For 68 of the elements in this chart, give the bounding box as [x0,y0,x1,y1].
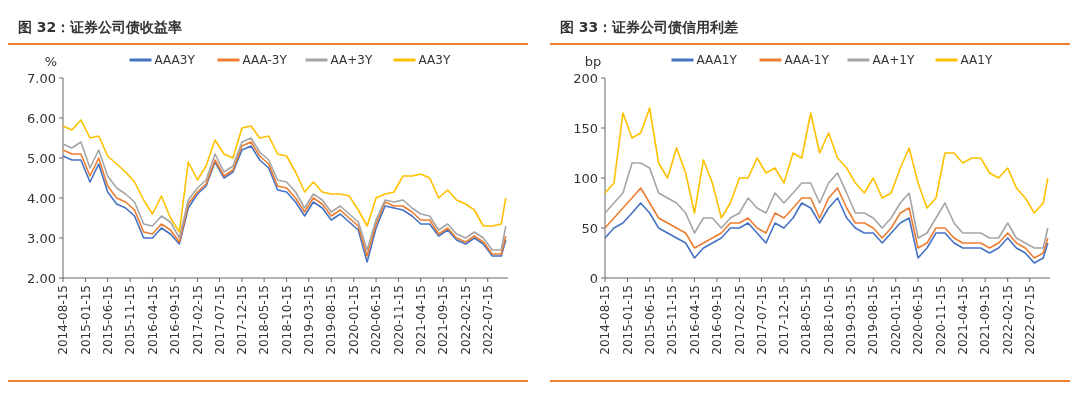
legend-label: AA+1Y [872,53,915,68]
y-axis-title: % [44,54,58,69]
x-tick-label: 2021-09-15 [436,285,451,355]
x-tick-label: 2021-04-15 [413,285,428,355]
x-tick-label: 2017-07-15 [212,285,227,355]
x-tick-label: 2015-11-15 [123,285,138,355]
y-tick-label: 7.00 [27,70,56,86]
x-tick-label: 2017-02-15 [732,285,747,355]
y-tick-label: 2.00 [27,270,56,286]
x-tick-label: 2019-08-15 [866,285,881,355]
legend-label: AAA3Y [154,53,196,68]
x-tick-label: 2020-11-15 [933,285,948,355]
x-tick-label: 2022-02-15 [1000,285,1015,355]
x-tick-label: 2022-07-15 [480,285,495,355]
y-tick-label: 5.00 [27,150,56,166]
y-axis-title: bp [584,54,602,69]
legend-label: AAA-1Y [784,53,830,68]
y-tick-label: 50 [581,220,598,236]
x-tick-label: 2019-08-15 [324,285,339,355]
legend-label: AA3Y [418,53,451,68]
x-tick-label: 2018-05-15 [799,285,814,355]
chart-title: 图 33：证券公司债信用利差 [560,19,739,35]
x-tick-label: 2019-03-15 [301,285,316,355]
x-tick-label: 2020-06-15 [911,285,926,355]
x-tick-label: 2021-09-15 [978,285,993,355]
line-series [604,107,1049,219]
x-tick-label: 2016-09-15 [168,285,183,355]
x-tick-label: 2017-02-15 [190,285,205,355]
line-series [604,162,1049,249]
x-tick-label: 2019-03-15 [843,285,858,355]
x-tick-label: 2020-06-15 [369,285,384,355]
y-tick-label: 3.00 [27,230,56,246]
x-tick-label: 2015-01-15 [620,285,635,355]
legend-label: AA+3Y [330,53,373,68]
x-tick-label: 2022-02-15 [458,285,473,355]
x-tick-label: 2016-04-15 [145,285,160,355]
x-tick-label: 2020-11-15 [391,285,406,355]
y-tick-label: 200 [573,70,598,86]
legend-label: AAA-3Y [242,53,288,68]
x-tick-label: 2018-05-15 [257,285,272,355]
y-tick-label: 6.00 [27,110,56,126]
legend-label: AAA1Y [696,53,738,68]
y-tick-label: 100 [573,170,598,186]
line-series [62,119,507,233]
x-tick-label: 2017-12-15 [777,285,792,355]
x-tick-label: 2022-07-15 [1022,285,1037,355]
x-tick-label: 2016-09-15 [710,285,725,355]
x-tick-label: 2014-08-15 [598,285,613,355]
chart-title: 图 32：证券公司债收益率 [18,19,183,35]
x-tick-label: 2014-08-15 [56,285,71,355]
x-tick-label: 2021-04-15 [955,285,970,355]
y-tick-label: 0 [589,270,598,286]
line-series [604,197,1049,264]
legend-label: AA1Y [960,53,993,68]
x-tick-label: 2015-06-15 [642,285,657,355]
x-tick-label: 2018-10-15 [821,285,836,355]
x-tick-label: 2020-01-15 [346,285,361,355]
line-series [604,187,1049,259]
x-tick-label: 2018-10-15 [279,285,294,355]
x-tick-label: 2015-06-15 [100,285,115,355]
y-tick-label: 150 [573,120,598,136]
x-tick-label: 2017-12-15 [235,285,250,355]
x-tick-label: 2015-11-15 [665,285,680,355]
x-tick-label: 2020-01-15 [888,285,903,355]
x-tick-label: 2015-01-15 [78,285,93,355]
x-tick-label: 2016-04-15 [687,285,702,355]
y-tick-label: 4.00 [27,190,56,206]
x-tick-label: 2017-07-15 [754,285,769,355]
